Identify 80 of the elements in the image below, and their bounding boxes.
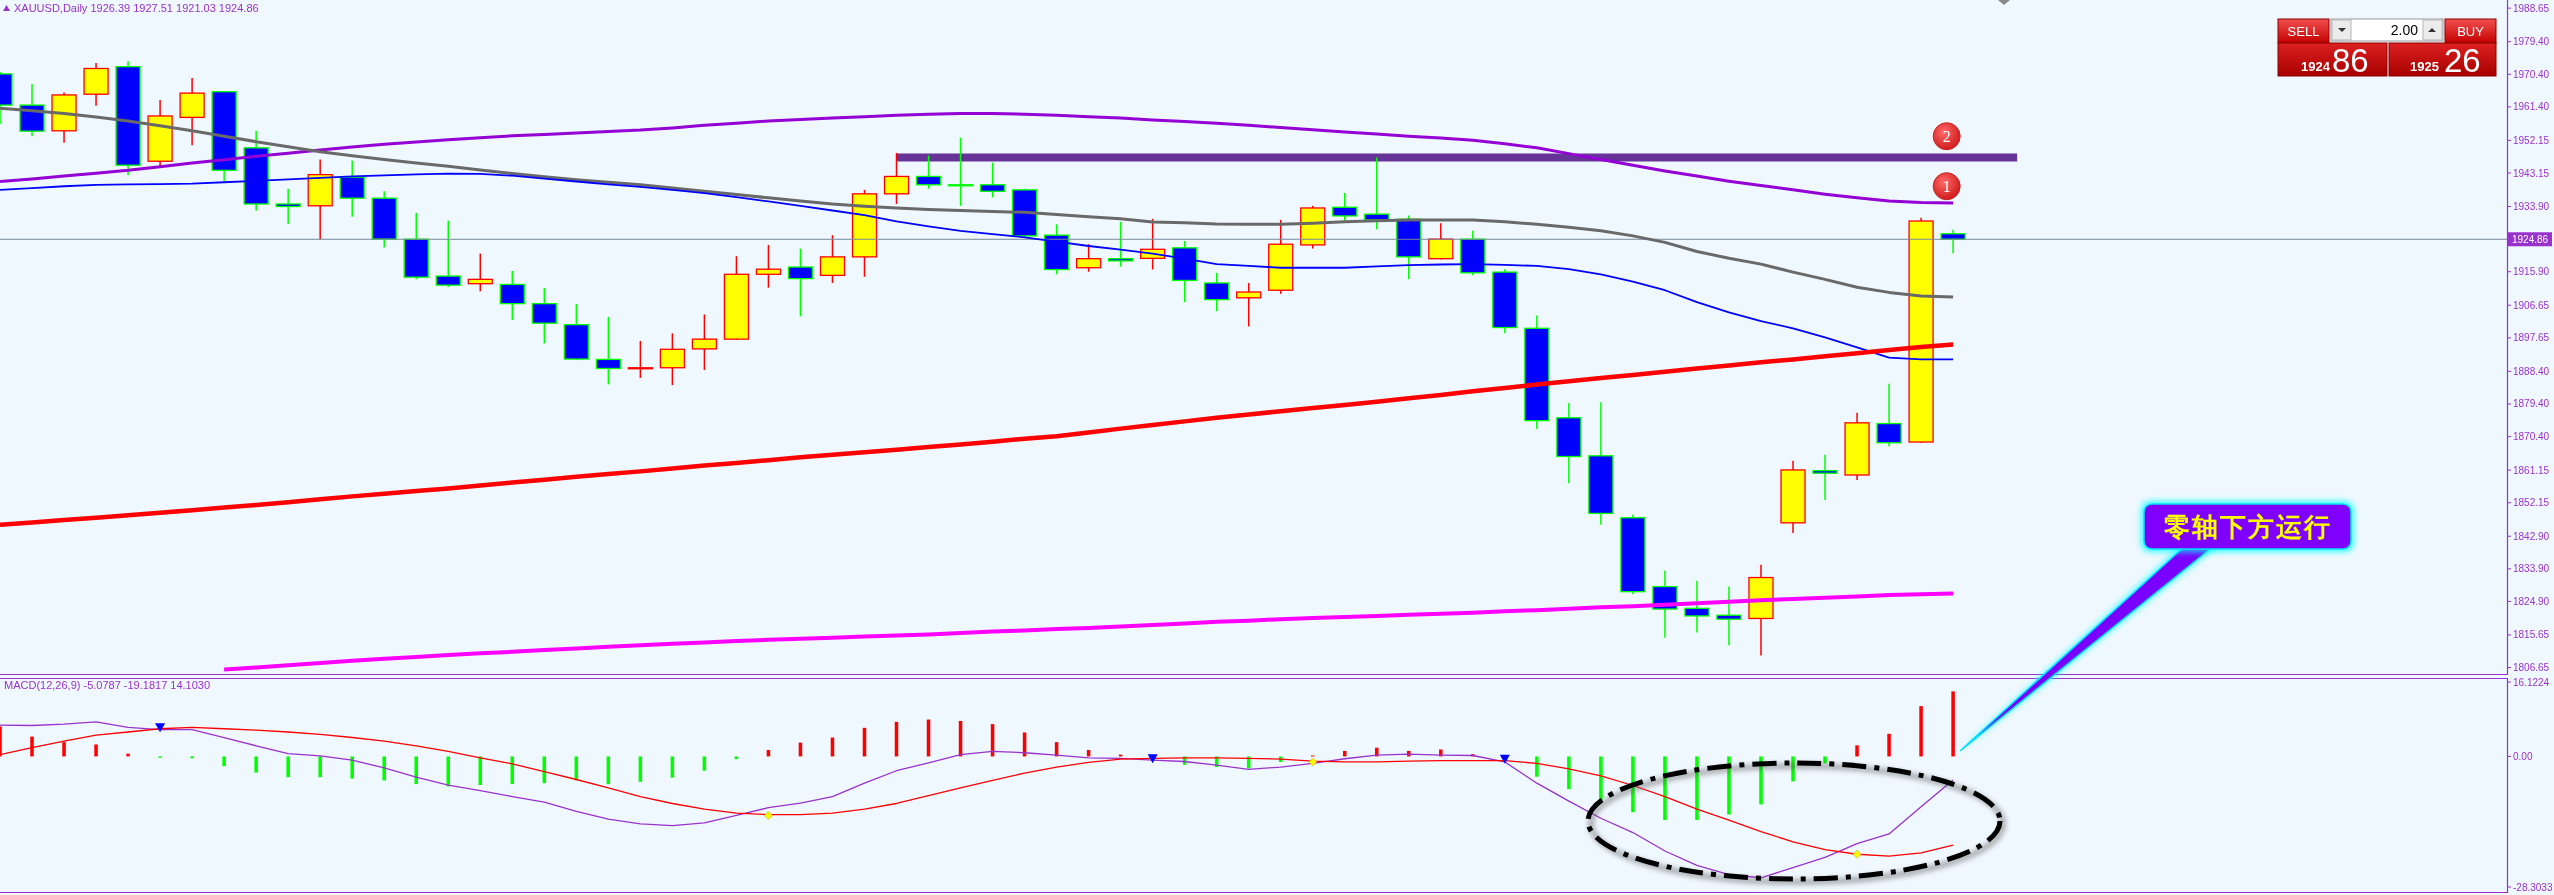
annotation: 86 <box>2332 42 2369 79</box>
bar <box>734 756 739 760</box>
y-tick-label: 1906.65 <box>2513 299 2550 311</box>
annotation: BUY <box>2457 24 2485 39</box>
point <box>1499 754 1510 764</box>
bar <box>1599 756 1603 801</box>
point <box>1852 849 1862 859</box>
y-tick-label: 1806.65 <box>2513 662 2550 674</box>
point <box>1147 754 1158 764</box>
point <box>155 723 166 733</box>
candlestick <box>1812 453 1838 501</box>
ref-line-label: 1924.86 <box>2512 233 2549 245</box>
bar <box>414 756 418 785</box>
y-tick-label: 1833.90 <box>2513 563 2550 575</box>
bar <box>286 756 290 778</box>
bar <box>1791 756 1795 782</box>
candlestick <box>1107 220 1134 268</box>
y-tick-label: 1870.40 <box>2513 431 2550 443</box>
y-tick-label: 1824.90 <box>2513 595 2550 607</box>
y-tick-label: 16.1224 <box>2513 676 2550 688</box>
bar <box>254 756 258 773</box>
y-tick-label: 1852.15 <box>2513 497 2550 509</box>
line-series <box>222 591 1956 672</box>
bar <box>1535 756 1539 777</box>
y-tick-label: 1888.40 <box>2513 365 2550 377</box>
bar <box>1919 706 1923 757</box>
y-tick-label: 1815.65 <box>2513 629 2550 641</box>
y-tick-label: 0.00 <box>2513 750 2533 762</box>
annotation: 1 <box>1942 178 1951 196</box>
candlestick <box>435 219 461 288</box>
candlestick <box>595 316 621 386</box>
bar <box>318 756 322 778</box>
annotation: 零轴下方运行 <box>2164 512 2332 542</box>
bar <box>350 756 354 779</box>
y-tick-label: 1979.40 <box>2513 36 2550 48</box>
bar <box>446 756 451 787</box>
y-tick-label: 1952.15 <box>2513 134 2550 146</box>
annotation: 26 <box>2444 42 2481 79</box>
y-tick-label: 1879.40 <box>2513 398 2550 410</box>
y-tick-label: -28.3033 <box>2513 881 2553 893</box>
annotation: 2 <box>1942 128 1951 146</box>
y-tick-label: 1933.90 <box>2513 201 2550 213</box>
y-tick-label: 1988.65 <box>2513 2 2550 14</box>
annotation: 1925 <box>2410 59 2439 74</box>
bar <box>222 756 226 767</box>
bar <box>1855 745 1859 757</box>
candlestick <box>1236 282 1262 328</box>
y-tick-label: 1842.90 <box>2513 530 2550 542</box>
bar <box>702 756 707 771</box>
y-tick-label: 1961.40 <box>2513 101 2550 113</box>
bar <box>94 744 98 757</box>
candlestick <box>1716 585 1742 647</box>
bar <box>1823 756 1827 764</box>
bar <box>30 736 34 757</box>
chart-title: MACD(12,26,9) -5.0787 -19.1817 14.1030 <box>4 679 211 691</box>
y-tick-label: 1861.15 <box>2513 464 2550 476</box>
candlestick <box>755 244 782 289</box>
line-series <box>0 106 1955 299</box>
candlestick <box>1684 580 1710 634</box>
bar <box>62 742 66 757</box>
bar <box>1951 691 1955 757</box>
chart-title: XAUUSD,Daily 1926.39 1927.51 1921.03 1924.86 <box>14 2 259 14</box>
candlestick <box>915 154 942 190</box>
bar <box>1887 733 1891 757</box>
bar <box>1567 756 1571 790</box>
y-tick-label: 1943.15 <box>2513 167 2550 179</box>
y-tick-label: 1897.65 <box>2513 332 2550 344</box>
annotation: SELL <box>2287 24 2320 39</box>
point <box>764 811 773 820</box>
candlestick <box>979 161 1006 199</box>
line-series <box>0 721 1954 879</box>
candlestick <box>275 188 301 225</box>
annotation: 2.00 <box>2390 22 2419 38</box>
bar <box>1727 756 1731 815</box>
y-tick-label: 1970.40 <box>2513 68 2550 80</box>
annotation: 1924 <box>2301 59 2331 74</box>
y-tick-label: 1915.90 <box>2513 266 2550 278</box>
bar <box>1342 750 1347 757</box>
bar <box>382 756 386 781</box>
point <box>1308 757 1318 767</box>
